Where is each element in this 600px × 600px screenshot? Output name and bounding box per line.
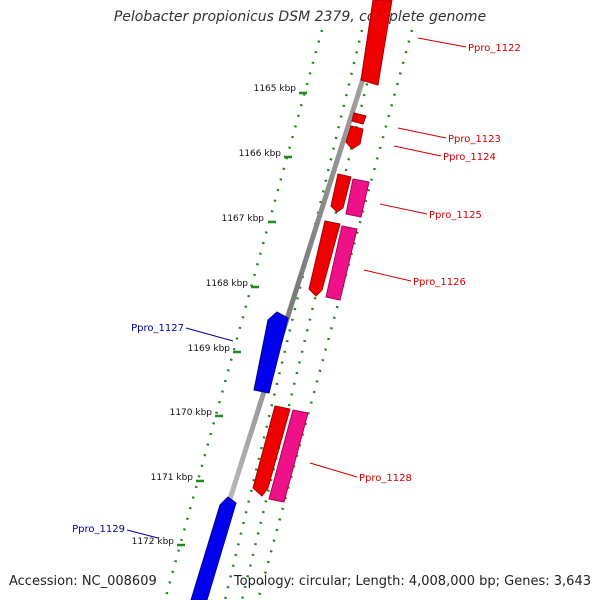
gene-arrow-ppro-1122[interactable] bbox=[360, 0, 393, 86]
gene-arrow-ppro-1126-b[interactable] bbox=[325, 225, 358, 301]
tick-label: 1172 kbp bbox=[132, 537, 175, 547]
leader-line bbox=[397, 127, 447, 139]
gene-arrow-ppro-1125-b[interactable] bbox=[345, 178, 370, 218]
scale-ticks: 1165 kbp 1166 kbp 1167 kbp 1168 kbp 1169… bbox=[132, 84, 307, 547]
gene-arrow-ppro-1124[interactable] bbox=[345, 125, 364, 150]
accession-text: Accession: NC_008609 bbox=[9, 574, 157, 589]
tick-label: 1170 kbp bbox=[170, 408, 213, 418]
leader-line bbox=[126, 529, 159, 539]
gene-arrow-ppro-1123[interactable] bbox=[351, 112, 367, 125]
tick-label: 1165 kbp bbox=[254, 84, 297, 94]
gene-arrow-ppro-1128-a[interactable] bbox=[252, 405, 291, 497]
genome-summary-text: Topology: circular; Length: 4,008,000 bp… bbox=[233, 574, 591, 589]
gene-label-ppro-1125[interactable]: Ppro_1125 bbox=[429, 210, 482, 221]
label-leaders bbox=[126, 37, 467, 539]
gene-arrow-ppro-1129[interactable] bbox=[190, 496, 237, 600]
leader-line bbox=[417, 37, 467, 48]
gene-label-ppro-1122[interactable]: Ppro_1122 bbox=[468, 43, 521, 54]
gene-label-ppro-1126[interactable]: Ppro_1126 bbox=[413, 277, 466, 288]
leader-line bbox=[185, 327, 234, 342]
gene-label-ppro-1128[interactable]: Ppro_1128 bbox=[359, 473, 412, 484]
gene-label-ppro-1124[interactable]: Ppro_1124 bbox=[443, 152, 496, 163]
leader-line bbox=[379, 203, 428, 215]
tick-label: 1171 kbp bbox=[151, 473, 194, 483]
leader-line bbox=[393, 145, 442, 157]
gene-labels: Ppro_1122 Ppro_1123 Ppro_1124 Ppro_1125 … bbox=[72, 43, 521, 535]
gene-label-ppro-1127[interactable]: Ppro_1127 bbox=[131, 323, 184, 334]
gene-arrow-ppro-1128-b[interactable] bbox=[268, 409, 309, 503]
gene-label-ppro-1129[interactable]: Ppro_1129 bbox=[72, 524, 125, 535]
gene-arrow-ppro-1125-a[interactable] bbox=[330, 173, 352, 213]
leader-line bbox=[309, 462, 358, 478]
tick-label: 1169 kbp bbox=[188, 344, 231, 354]
gene-arrow-ppro-1127[interactable] bbox=[253, 311, 289, 394]
gene-label-ppro-1123[interactable]: Ppro_1123 bbox=[448, 134, 501, 145]
page-title: Pelobacter propionicus DSM 2379, complet… bbox=[113, 9, 487, 25]
dotted-track-outer-left bbox=[163, 29, 324, 600]
dotted-track-inner-left bbox=[223, 29, 364, 600]
tick-label: 1166 kbp bbox=[239, 149, 282, 159]
gene-arrow-ppro-1126-a[interactable] bbox=[308, 220, 341, 297]
tick-label: 1168 kbp bbox=[206, 279, 249, 289]
leader-line bbox=[363, 269, 412, 282]
gene-features bbox=[190, 0, 393, 600]
tick-label: 1167 kbp bbox=[222, 214, 265, 224]
